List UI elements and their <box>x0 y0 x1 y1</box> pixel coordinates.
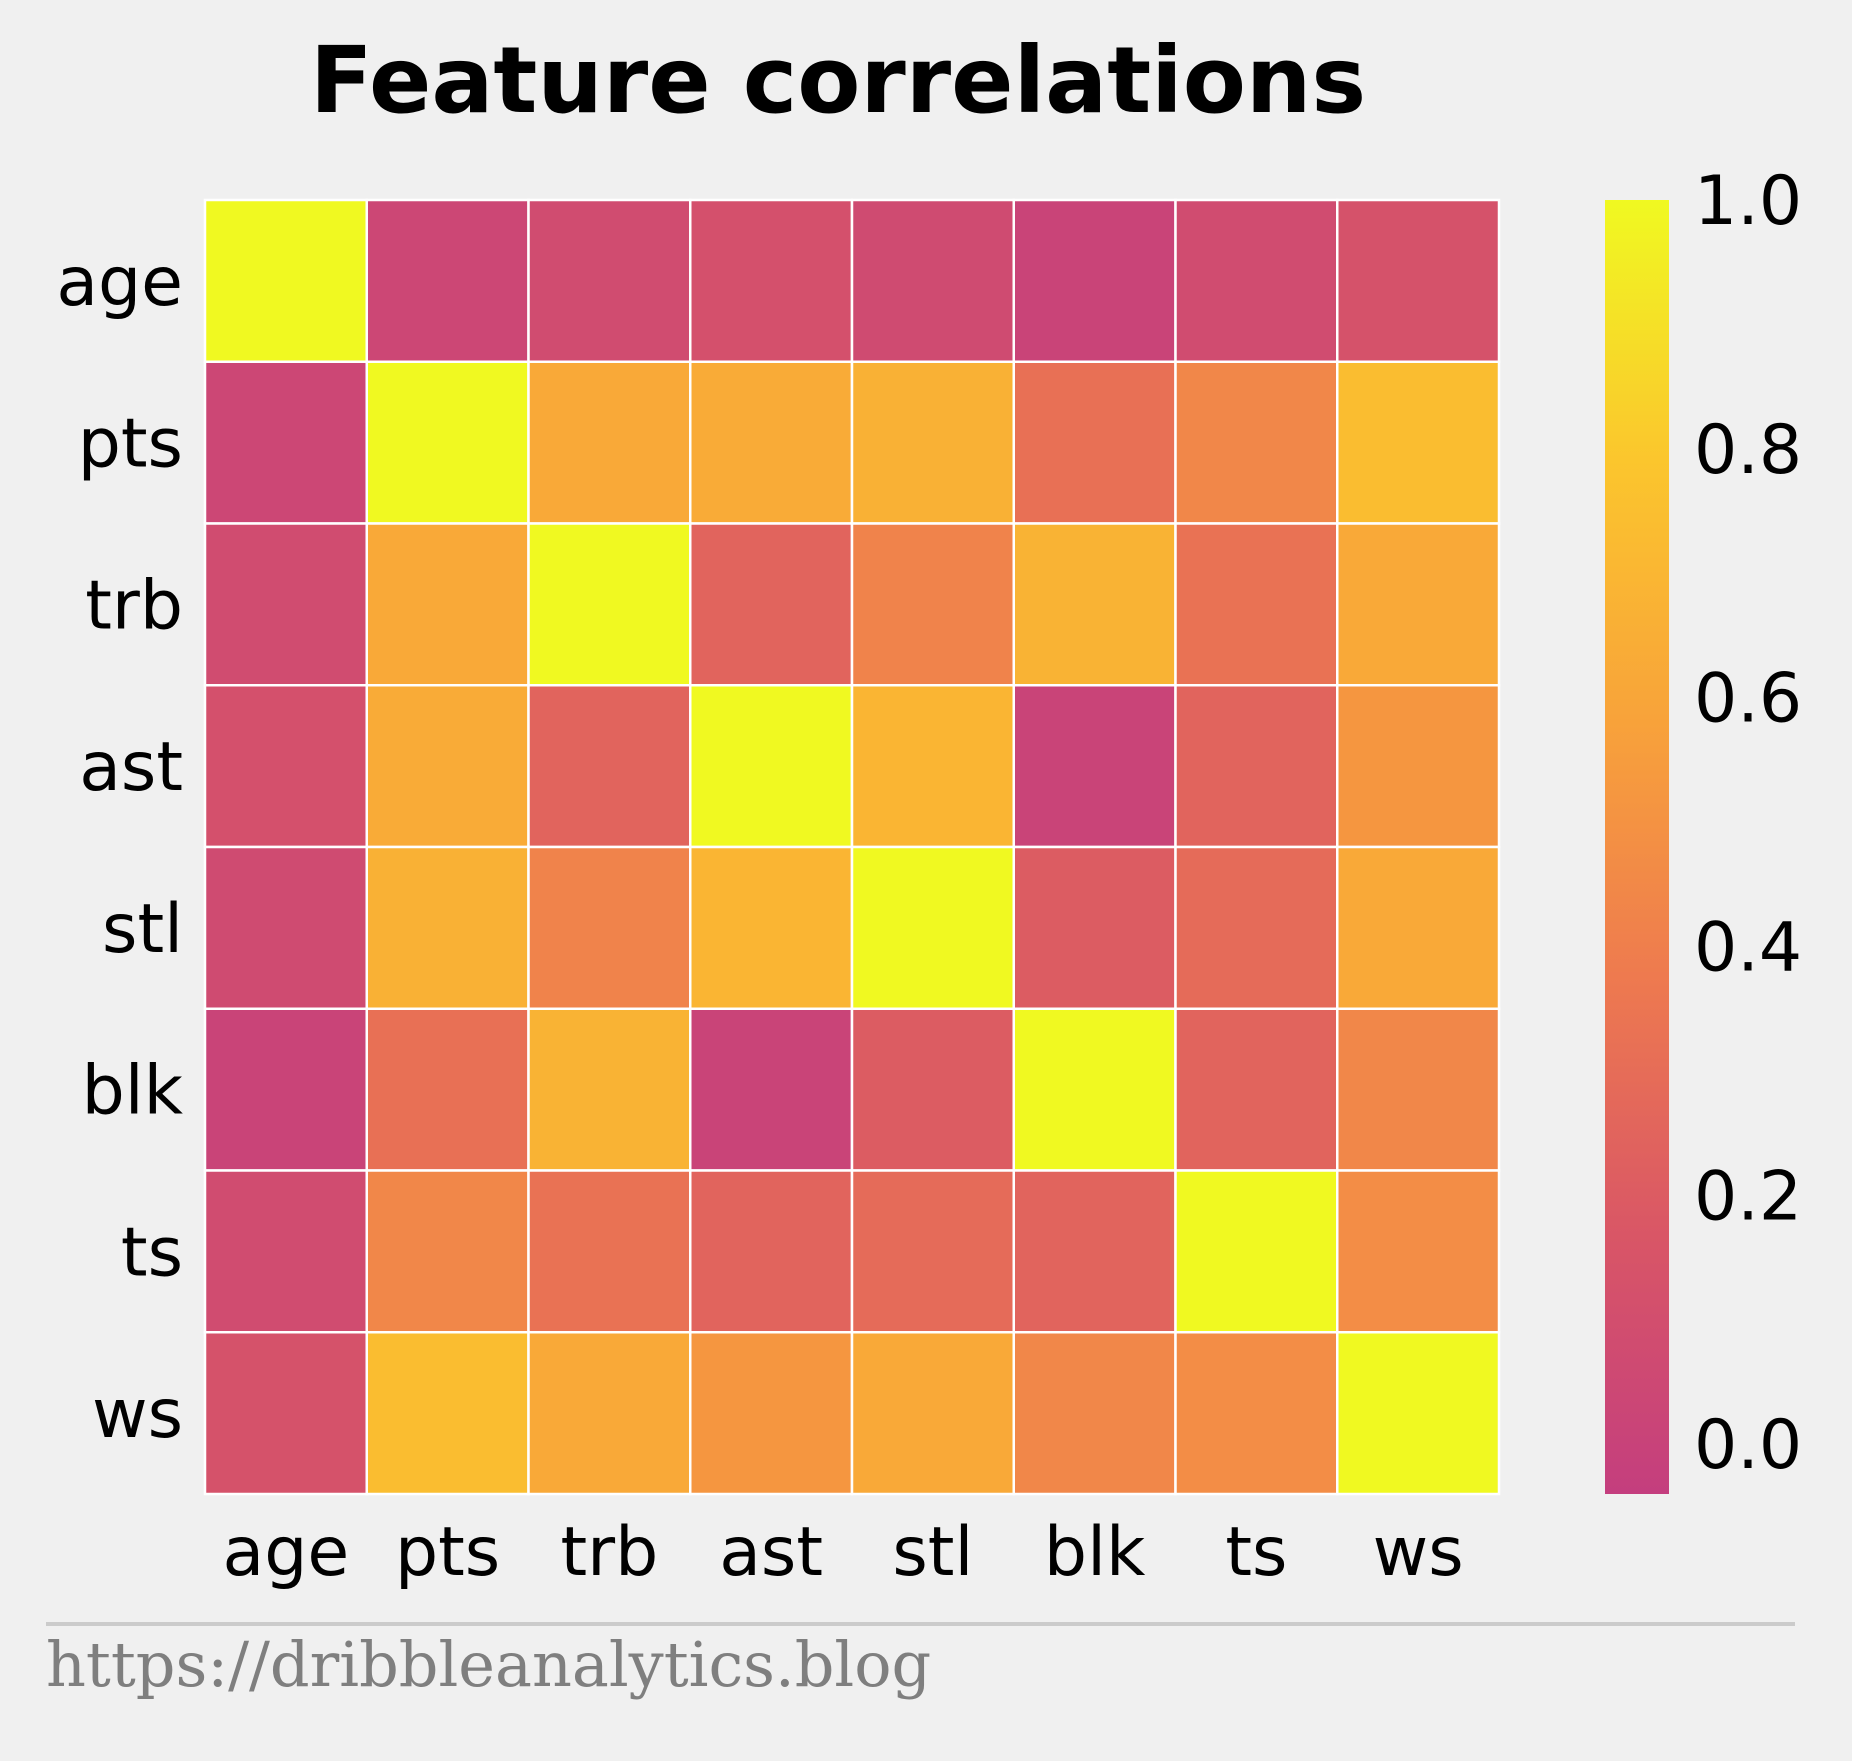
y-tick-label-ts: ts <box>121 1213 183 1292</box>
heatmap-cell-blk-blk <box>1012 1007 1177 1172</box>
x-tick-label-blk: blk <box>1044 1513 1146 1592</box>
heatmap-cell-ts-trb <box>527 1169 692 1334</box>
heatmap-cell-trb-ast <box>689 522 854 687</box>
heatmap-cell-ws-age <box>203 1331 368 1496</box>
heatmap-cell-pts-ts <box>1174 360 1339 525</box>
heatmap-cell-blk-pts <box>365 1007 530 1172</box>
heatmap-cell-blk-ts <box>1174 1007 1339 1172</box>
y-tick-label-ast: ast <box>79 728 183 807</box>
y-axis-labels: age pts trb ast stl blk ts ws <box>56 243 183 1454</box>
y-tick-label-blk: blk <box>82 1052 184 1131</box>
heatmap-cell-stl-blk <box>1012 845 1177 1010</box>
heatmap-cell-blk-trb <box>527 1007 692 1172</box>
heatmap-cell-ast-ws <box>1336 684 1501 849</box>
y-tick-label-trb: trb <box>85 566 183 645</box>
heatmap-cell-blk-age <box>203 1007 368 1172</box>
heatmap-cell-ts-ws <box>1336 1169 1501 1334</box>
chart-title: Feature correlations <box>310 27 1366 134</box>
colorbar-tick-label: 0.8 <box>1694 411 1802 490</box>
x-tick-label-trb: trb <box>560 1513 658 1592</box>
heatmap-cell-stl-trb <box>527 845 692 1010</box>
heatmap-cell-ts-stl <box>850 1169 1015 1334</box>
colorbar <box>1605 200 1669 1494</box>
heatmap-cell-ws-trb <box>527 1331 692 1496</box>
colorbar-tick-label: 0.4 <box>1694 909 1802 988</box>
heatmap-cell-age-ws <box>1336 198 1501 363</box>
heatmap-cell-ws-stl <box>850 1331 1015 1496</box>
heatmap-cells <box>203 198 1501 1496</box>
heatmap-cell-pts-blk <box>1012 360 1177 525</box>
heatmap-cell-ws-pts <box>365 1331 530 1496</box>
heatmap-cell-stl-ts <box>1174 845 1339 1010</box>
heatmap-cell-ast-ts <box>1174 684 1339 849</box>
heatmap-cell-pts-ast <box>689 360 854 525</box>
heatmap-cell-ws-blk <box>1012 1331 1177 1496</box>
x-axis-labels: age pts trb ast stl blk ts ws <box>223 1513 1464 1592</box>
heatmap-cell-ws-ts <box>1174 1331 1339 1496</box>
y-tick-label-ws: ws <box>92 1375 183 1454</box>
heatmap-cell-stl-age <box>203 845 368 1010</box>
heatmap-cell-pts-ws <box>1336 360 1501 525</box>
x-tick-label-age: age <box>223 1513 350 1592</box>
heatmap-cell-stl-ast <box>689 845 854 1010</box>
footer-url: https://dribbleanalytics.blog <box>46 1628 932 1701</box>
heatmap-cell-ast-ast <box>689 684 854 849</box>
heatmap-cell-age-age <box>203 198 368 363</box>
heatmap-cell-age-trb <box>527 198 692 363</box>
heatmap-cell-ast-age <box>203 684 368 849</box>
heatmap-cell-ts-pts <box>365 1169 530 1334</box>
y-tick-label-age: age <box>56 243 183 322</box>
heatmap-cell-trb-ts <box>1174 522 1339 687</box>
heatmap-cell-pts-trb <box>527 360 692 525</box>
heatmap-cell-trb-stl <box>850 522 1015 687</box>
heatmap-cell-pts-pts <box>365 360 530 525</box>
heatmap-cell-stl-ws <box>1336 845 1501 1010</box>
heatmap-cell-stl-pts <box>365 845 530 1010</box>
heatmap-cell-trb-trb <box>527 522 692 687</box>
heatmap-cell-ts-age <box>203 1169 368 1334</box>
heatmap-cell-trb-age <box>203 522 368 687</box>
colorbar-tick-labels: 0.0 0.2 0.4 0.6 0.8 1.0 <box>1694 162 1802 1485</box>
heatmap-cell-ast-trb <box>527 684 692 849</box>
heatmap-cell-ws-ws <box>1336 1331 1501 1496</box>
heatmap-cell-age-blk <box>1012 198 1177 363</box>
heatmap-cell-blk-ws <box>1336 1007 1501 1172</box>
heatmap-cell-ast-pts <box>365 684 530 849</box>
heatmap-cell-ts-ast <box>689 1169 854 1334</box>
x-tick-label-pts: pts <box>395 1513 500 1592</box>
x-tick-label-ts: ts <box>1225 1513 1287 1592</box>
heatmap-cell-ast-stl <box>850 684 1015 849</box>
y-tick-label-pts: pts <box>78 405 183 484</box>
y-tick-label-stl: stl <box>102 890 183 969</box>
heatmap-cell-blk-ast <box>689 1007 854 1172</box>
heatmap-cell-pts-age <box>203 360 368 525</box>
x-tick-label-stl: stl <box>892 1513 973 1592</box>
heatmap-cell-trb-pts <box>365 522 530 687</box>
heatmap-cell-ws-ast <box>689 1331 854 1496</box>
colorbar-tick-label: 0.0 <box>1694 1406 1802 1485</box>
heatmap-cell-trb-ws <box>1336 522 1501 687</box>
heatmap-cell-blk-stl <box>850 1007 1015 1172</box>
heatmap-cell-ast-blk <box>1012 684 1177 849</box>
heatmap-cell-ts-ts <box>1174 1169 1339 1334</box>
colorbar-tick-label: 0.6 <box>1694 660 1802 739</box>
colorbar-tick-label: 1.0 <box>1694 162 1802 241</box>
heatmap-cell-stl-stl <box>850 845 1015 1010</box>
heatmap-cell-age-stl <box>850 198 1015 363</box>
heatmap-cell-pts-stl <box>850 360 1015 525</box>
colorbar-tick-label: 0.2 <box>1694 1157 1802 1236</box>
heatmap-cell-age-ts <box>1174 198 1339 363</box>
heatmap-cell-age-pts <box>365 198 530 363</box>
heatmap-cell-age-ast <box>689 198 854 363</box>
x-tick-label-ast: ast <box>719 1513 823 1592</box>
heatmap-cell-ts-blk <box>1012 1169 1177 1334</box>
heatmap-cell-trb-blk <box>1012 522 1177 687</box>
x-tick-label-ws: ws <box>1373 1513 1464 1592</box>
